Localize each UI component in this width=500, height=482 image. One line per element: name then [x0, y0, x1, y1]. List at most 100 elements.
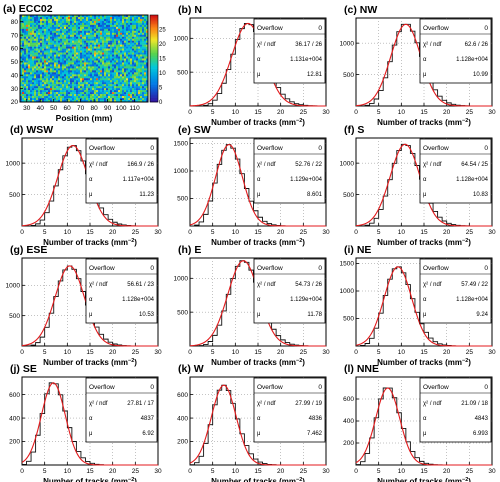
- stats-chi2-value: 64.54 / 25: [461, 162, 488, 168]
- heatmap-cell: [24, 58, 27, 61]
- heatmap-cell: [78, 82, 81, 85]
- heatmap-cell: [38, 50, 41, 53]
- heatmap-cell: [24, 36, 27, 39]
- heatmap-cell: [104, 80, 107, 83]
- heatmap-cell: [44, 48, 47, 51]
- heatmap-cell: [120, 20, 123, 24]
- heatmap-cell: [98, 42, 101, 45]
- heatmap-cell: [86, 58, 89, 61]
- x-tick-label: 15: [420, 109, 428, 116]
- heatmap-cell: [24, 38, 27, 41]
- heatmap-cell: [82, 94, 85, 97]
- heatmap-cell: [92, 92, 95, 95]
- heatmap-cell: [130, 20, 133, 24]
- heatmap-cell: [66, 86, 69, 89]
- heatmap-cell: [48, 58, 51, 61]
- heatmap-cell: [90, 86, 93, 89]
- heatmap-cell: [40, 66, 43, 69]
- heatmap-cell: [26, 38, 29, 41]
- heatmap-cell: [68, 46, 71, 49]
- heatmap-cell: [84, 44, 87, 47]
- heatmap-cell: [82, 88, 85, 91]
- heatmap-cell: [58, 24, 61, 28]
- heatmap-cell: [146, 58, 149, 61]
- heatmap-cell: [60, 24, 63, 28]
- heatmap-cell: [110, 44, 113, 47]
- heatmap-cell: [92, 72, 95, 75]
- heatmap-cell: [76, 94, 79, 97]
- heatmap-cell: [130, 26, 133, 30]
- heatmap-cell: [114, 68, 117, 71]
- heatmap-cell: [92, 22, 95, 26]
- heatmap-cell: [26, 64, 29, 67]
- heatmap-cell: [116, 40, 119, 43]
- colorbar-tick-label: 20: [159, 42, 166, 48]
- y-tick-label: 500: [9, 192, 20, 199]
- heatmap-cell: [76, 84, 79, 87]
- stats-alpha-value: 1.131e+004: [290, 57, 323, 63]
- x-tick-label: 30: [322, 229, 330, 236]
- heatmap-cell: [66, 24, 69, 28]
- heatmap-cell: [130, 46, 133, 49]
- heatmap-cell: [64, 16, 67, 20]
- heatmap-cell: [126, 38, 129, 41]
- heatmap-cell: [126, 78, 129, 81]
- heatmap-cell: [74, 20, 77, 24]
- x-tick-label: 15: [420, 349, 428, 356]
- heatmap-cell: [88, 98, 91, 101]
- heatmap-cell: [32, 56, 35, 59]
- heatmap-cell: [138, 52, 141, 55]
- heatmap-cell: [34, 40, 37, 43]
- heatmap-cell: [68, 90, 71, 93]
- heatmap-cell: [22, 88, 25, 91]
- heatmap-cell: [120, 58, 123, 61]
- heatmap-cell: [78, 32, 81, 35]
- heatmap-cell: [60, 34, 63, 37]
- heatmap-cell: [142, 80, 145, 83]
- heatmap-cell: [66, 18, 69, 22]
- heatmap-cell: [132, 62, 135, 65]
- heatmap-cell: [98, 82, 101, 85]
- heatmap-cell: [66, 92, 69, 95]
- heatmap-cell: [90, 44, 93, 47]
- heatmap-cell: [136, 42, 139, 45]
- heatmap-cell: [54, 94, 57, 97]
- heatmap-cell: [40, 38, 43, 41]
- heatmap-cell: [22, 86, 25, 89]
- x-tick-label: 0: [354, 349, 358, 356]
- heatmap-cell: [130, 28, 133, 32]
- heatmap-cell: [78, 62, 81, 65]
- colorbar-segment: [150, 52, 158, 55]
- heatmap-cell: [78, 30, 81, 33]
- heatmap-cell: [134, 38, 137, 41]
- heatmap-cell: [76, 86, 79, 89]
- heatmap-cell: [128, 28, 131, 32]
- heatmap-cell: [88, 50, 91, 53]
- heatmap-cell: [130, 92, 133, 95]
- heatmap-cell: [46, 82, 49, 85]
- heatmap-cell: [74, 42, 77, 45]
- heatmap-cell: [56, 86, 59, 89]
- heatmap-cell: [78, 72, 81, 75]
- heatmap-cell: [140, 28, 143, 32]
- heatmap-cell: [34, 20, 37, 24]
- stats-alpha-label: α: [89, 297, 93, 303]
- heatmap-cell: [20, 100, 23, 103]
- heatmap-cell: [32, 48, 35, 51]
- heatmap-cell: [94, 52, 97, 55]
- heatmap-cell: [106, 96, 109, 99]
- heatmap-cell: [34, 48, 37, 51]
- stats-alpha-label: α: [423, 416, 427, 422]
- heatmap-cell: [90, 40, 93, 43]
- heatmap-cell: [70, 90, 73, 93]
- heatmap-cell: [32, 72, 35, 75]
- heatmap-cell: [108, 86, 111, 89]
- heatmap-cell: [86, 16, 89, 20]
- colorbar-segment: [150, 71, 158, 74]
- heatmap-cell: [42, 86, 45, 89]
- x-tick-label: 10: [64, 229, 72, 236]
- heatmap-cell: [34, 30, 37, 33]
- heatmap-cell: [70, 36, 73, 39]
